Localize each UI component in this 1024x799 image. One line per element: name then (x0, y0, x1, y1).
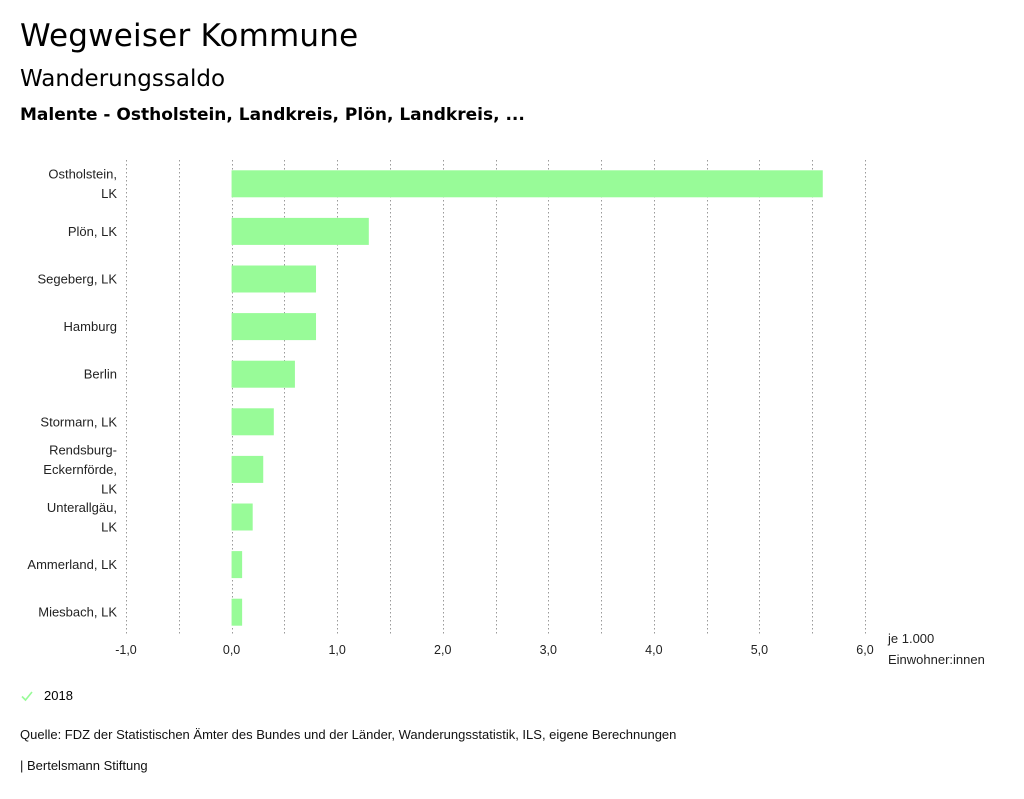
bar[interactable] (231, 170, 823, 198)
x-tick-label: 2,0 (434, 643, 451, 657)
region-label: Malente - Ostholstein, Landkreis, Plön, … (20, 105, 525, 125)
category-label: Hamburg (64, 319, 117, 334)
chart-subtitle: Wanderungssaldo (20, 66, 226, 92)
category-label: Ostholstein, LK (48, 167, 117, 202)
bar[interactable] (231, 503, 253, 531)
category-label: Stormarn, LK (40, 414, 117, 429)
x-axis-unit-label: je 1.000 Einwohner:innen (887, 631, 985, 667)
page-title: Wegweiser Kommune (20, 18, 359, 54)
bar[interactable] (231, 265, 317, 293)
category-label: Unterallgäu, LK (47, 500, 117, 535)
x-tick-label: 6,0 (856, 643, 873, 657)
x-axis-unit: je 1.000 Einwohner:innen (887, 631, 985, 667)
x-tick-label: 0,0 (223, 643, 240, 657)
bars (231, 170, 823, 626)
bar[interactable] (231, 360, 295, 388)
category-label: Rendsburg-Eckernförde, LK (43, 442, 117, 496)
bar-chart: Ostholstein, LK Plön, LK Segeberg, LK Hambur… (27, 160, 985, 667)
x-tick-label: -1,0 (115, 643, 137, 657)
legend-item-2018[interactable]: 2018 (20, 688, 73, 703)
bar[interactable] (231, 551, 243, 579)
category-label: Plön, LK (68, 224, 117, 239)
category-label: Miesbach, LK (38, 605, 117, 620)
category-label: Segeberg, LK (37, 272, 117, 287)
x-tick-labels: -1,0 0,0 1,0 2,0 3,0 4,0 5,0 6,0 (115, 643, 874, 657)
category-label: Ammerland, LK (27, 557, 117, 572)
bar[interactable] (231, 455, 264, 483)
check-icon (21, 690, 33, 701)
source-note: Quelle: FDZ der Statistischen Ämter des … (20, 727, 677, 742)
bar[interactable] (231, 313, 317, 341)
category-labels: Ostholstein, LK Plön, LK Segeberg, LK Hambur… (27, 167, 117, 620)
bar[interactable] (231, 217, 369, 245)
x-tick-label: 4,0 (645, 643, 662, 657)
bar[interactable] (231, 598, 243, 626)
brand-credit: | Bertelsmann Stiftung (20, 758, 148, 773)
legend-label: 2018 (44, 688, 73, 703)
category-label: Berlin (84, 367, 117, 382)
x-tick-label: 5,0 (751, 643, 768, 657)
x-tick-label: 1,0 (328, 643, 345, 657)
x-tick-label: 3,0 (540, 643, 557, 657)
bar[interactable] (231, 408, 274, 436)
